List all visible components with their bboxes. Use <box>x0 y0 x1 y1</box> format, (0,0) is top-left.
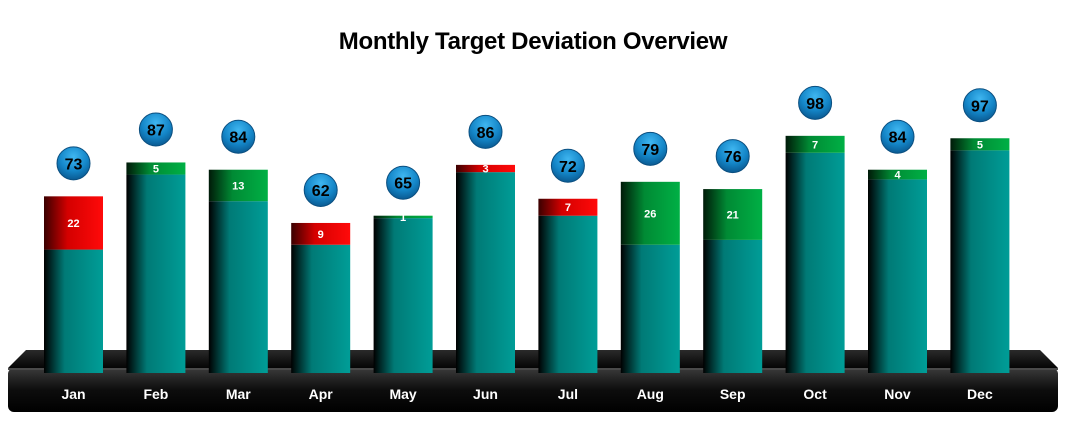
bar-base-jul <box>538 215 598 373</box>
deviation-label-aug: 26 <box>644 208 656 220</box>
deviation-label-may: 1 <box>400 212 406 224</box>
deviation-label-nov: 4 <box>894 170 901 182</box>
bar-base-nov <box>868 179 927 373</box>
total-bubble-mar <box>221 119 256 154</box>
total-label-feb: 87 <box>147 122 165 139</box>
total-label-oct: 98 <box>806 96 824 113</box>
bar-deviation-jun <box>456 164 515 173</box>
category-label-jan: Jan <box>61 386 85 402</box>
deviation-label-dec: 5 <box>977 139 983 151</box>
category-label-aug: Aug <box>637 386 664 402</box>
total-bubble-may <box>386 165 421 200</box>
bar-deviation-nov <box>868 169 927 180</box>
deviation-label-sep: 21 <box>727 209 739 221</box>
bar-base-jan <box>44 249 103 373</box>
total-label-jul: 72 <box>559 159 577 176</box>
total-label-jan: 73 <box>65 156 83 173</box>
total-bubble-feb <box>138 112 173 147</box>
bar-deviation-jan <box>44 196 103 250</box>
bar-base-oct <box>785 152 845 373</box>
total-bubble-sep <box>715 139 750 174</box>
bar-deviation-dec <box>950 138 1010 151</box>
total-bubble-jul <box>550 148 585 183</box>
chart-title: Monthly Target Deviation Overview <box>338 28 728 55</box>
total-label-mar: 84 <box>229 130 247 147</box>
category-label-may: May <box>389 386 416 402</box>
category-label-jun: Jun <box>473 386 498 402</box>
total-bubble-nov <box>880 119 915 154</box>
category-label-oct: Oct <box>803 386 827 402</box>
bar-base-jun <box>456 172 515 373</box>
deviation-label-jan: 22 <box>67 218 79 230</box>
total-bubble-dec <box>962 88 997 123</box>
total-bubble-apr <box>303 172 338 207</box>
total-bubble-jan <box>56 146 91 181</box>
deviation-label-feb: 5 <box>153 164 159 176</box>
deviation-label-jun: 3 <box>482 164 488 176</box>
bar-deviation-mar <box>208 169 268 202</box>
bar-base-may <box>373 218 433 373</box>
bar-deviation-may <box>373 215 433 219</box>
total-label-sep: 76 <box>724 149 742 166</box>
bar-deviation-aug <box>620 181 680 245</box>
deviation-label-apr: 9 <box>318 229 324 241</box>
deviation-label-mar: 13 <box>232 180 244 192</box>
bar-base-feb <box>126 174 186 373</box>
category-label-dec: Dec <box>967 386 993 402</box>
total-label-aug: 79 <box>641 142 659 159</box>
total-label-apr: 62 <box>312 183 330 200</box>
total-label-may: 65 <box>394 176 412 193</box>
bar-deviation-apr <box>291 222 351 245</box>
bar-deviation-sep <box>703 189 763 240</box>
total-bubble-aug <box>633 131 668 166</box>
deviation-label-jul: 7 <box>565 202 571 214</box>
bar-deviation-oct <box>785 135 845 153</box>
total-label-nov: 84 <box>889 130 907 147</box>
category-label-sep: Sep <box>720 386 746 402</box>
bar-deviation-jul <box>538 198 598 216</box>
bar-base-aug <box>620 244 680 373</box>
deviation-label-oct: 7 <box>812 139 818 151</box>
category-label-jul: Jul <box>558 386 578 402</box>
bar-base-dec <box>950 150 1010 373</box>
bar-base-apr <box>291 244 351 373</box>
total-bubble-oct <box>798 85 833 120</box>
total-label-dec: 97 <box>971 98 989 115</box>
labels-layer: 22 73 Jan 5 87 Feb 13 84 Mar 9 62 Apr 1 65 May 3 86 Jun 7 7… <box>56 85 997 402</box>
bars-layer <box>44 135 1010 373</box>
category-label-apr: Apr <box>309 386 334 402</box>
category-label-feb: Feb <box>143 386 168 402</box>
category-label-nov: Nov <box>884 386 911 402</box>
bar-deviation-feb <box>126 162 186 175</box>
total-label-jun: 86 <box>477 125 495 142</box>
bar-base-sep <box>703 239 763 373</box>
category-label-mar: Mar <box>226 386 251 402</box>
total-bubble-jun <box>468 114 503 149</box>
bar-base-mar <box>208 201 268 373</box>
